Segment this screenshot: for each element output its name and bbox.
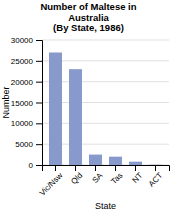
title: Number of Maltese inAustralia(By State, … bbox=[40, 1, 136, 33]
y-tick-label: 5000 bbox=[15, 140, 33, 149]
bar bbox=[49, 53, 62, 166]
grid-line bbox=[42, 40, 169, 41]
x-tick-mark bbox=[155, 165, 156, 171]
x-tick: ACT bbox=[147, 165, 165, 189]
x-axis: Vic/Nsw Qld SA Tas NTACT bbox=[38, 165, 170, 198]
y-tick-mark bbox=[36, 144, 42, 145]
y-tick: 10000 bbox=[11, 119, 42, 128]
y-tick-label: 25000 bbox=[11, 57, 34, 66]
y-tick-mark bbox=[36, 165, 42, 166]
x-tick-mark bbox=[55, 165, 56, 171]
x-tick-label: ACT bbox=[147, 171, 165, 189]
x-tick-label: SA bbox=[90, 170, 104, 184]
y-tick: 20000 bbox=[11, 78, 42, 87]
x-tick-label: Vic/Nsw bbox=[38, 171, 65, 198]
x-tick: SA bbox=[90, 165, 104, 185]
y-axis-title: Number bbox=[1, 86, 11, 118]
x-tick-label: Qld bbox=[69, 171, 84, 186]
y-tick-mark bbox=[36, 103, 42, 104]
y-tick: 5000 bbox=[15, 140, 42, 149]
y-tick-label: 30000 bbox=[11, 36, 34, 45]
y-tick-label: 20000 bbox=[11, 78, 34, 87]
x-tick-mark bbox=[95, 165, 96, 171]
y-tick-mark bbox=[36, 82, 42, 83]
grid bbox=[42, 40, 169, 165]
chart: Number of Maltese inAustralia(By State, … bbox=[0, 0, 177, 213]
x-axis-title: State bbox=[95, 201, 116, 211]
x-tick: Qld bbox=[69, 165, 84, 186]
y-tick-mark bbox=[36, 61, 42, 62]
y-tick-label: 15000 bbox=[11, 99, 34, 108]
y-tick-label: 0 bbox=[29, 161, 34, 170]
bar bbox=[149, 164, 162, 165]
y-tick-mark bbox=[36, 40, 42, 41]
y-axis: 0 5000 10000 15000 20000 25000 30000 bbox=[11, 36, 43, 170]
x-tick: Vic/Nsw bbox=[38, 165, 65, 198]
y-tick: 25000 bbox=[11, 57, 42, 66]
y-tick-label: 10000 bbox=[11, 119, 34, 128]
bar bbox=[129, 162, 142, 165]
plot-area: Vic/Nsw Qld SA Tas NTACT 0 5000 10000 15000 20000… bbox=[11, 36, 170, 198]
x-tick-mark bbox=[115, 165, 116, 171]
x-axis-line bbox=[43, 166, 170, 172]
bar bbox=[89, 155, 102, 165]
y-tick-mark bbox=[36, 123, 42, 124]
y-tick: 0 bbox=[29, 161, 42, 170]
x-tick-mark bbox=[135, 165, 136, 171]
y-axis-line bbox=[36, 41, 43, 166]
x-tick-mark bbox=[75, 165, 76, 171]
x-tick: Tas bbox=[109, 165, 124, 186]
y-tick: 30000 bbox=[11, 36, 42, 45]
bars bbox=[49, 53, 162, 166]
x-tick: NT bbox=[130, 165, 144, 185]
chart-container: Number of Maltese inAustralia(By State, … bbox=[0, 0, 177, 213]
x-tick-label: Tas bbox=[109, 171, 124, 186]
bar bbox=[109, 157, 122, 165]
bar bbox=[69, 69, 82, 165]
x-tick-label: NT bbox=[130, 171, 144, 185]
y-tick: 15000 bbox=[11, 99, 42, 108]
